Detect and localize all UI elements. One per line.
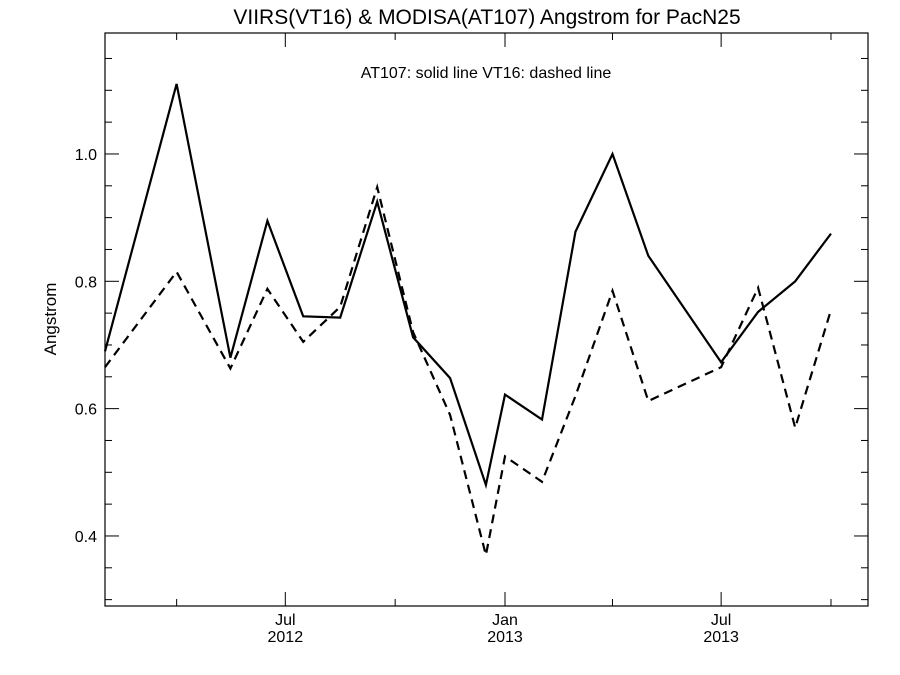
x-tick-label-month: Jul (275, 612, 295, 629)
plot-frame (104, 32, 869, 607)
y-tick-label: 0.8 (75, 274, 97, 291)
x-tick-label-year: 2013 (487, 629, 523, 646)
x-tick-label-year: 2013 (703, 629, 739, 646)
y-axis-label: Angstrom (41, 283, 60, 356)
x-tick-label-month: Jul (711, 612, 731, 629)
y-tick-label: 0.6 (75, 402, 97, 419)
series-layer (103, 83, 833, 556)
x-tick-label-month: Jan (492, 612, 518, 629)
series-line-at107 (103, 83, 832, 490)
chart-title: VIIRS(VT16) & MODISA(AT107) Angstrom for… (233, 6, 740, 29)
y-tick-label: 1.0 (75, 147, 97, 164)
y-tick-label: 0.4 (75, 529, 97, 546)
chart-annotation: AT107: solid line VT16: dashed line (361, 65, 612, 82)
x-tick-label-year: 2012 (268, 629, 304, 646)
series-line-vt16 (104, 182, 833, 556)
